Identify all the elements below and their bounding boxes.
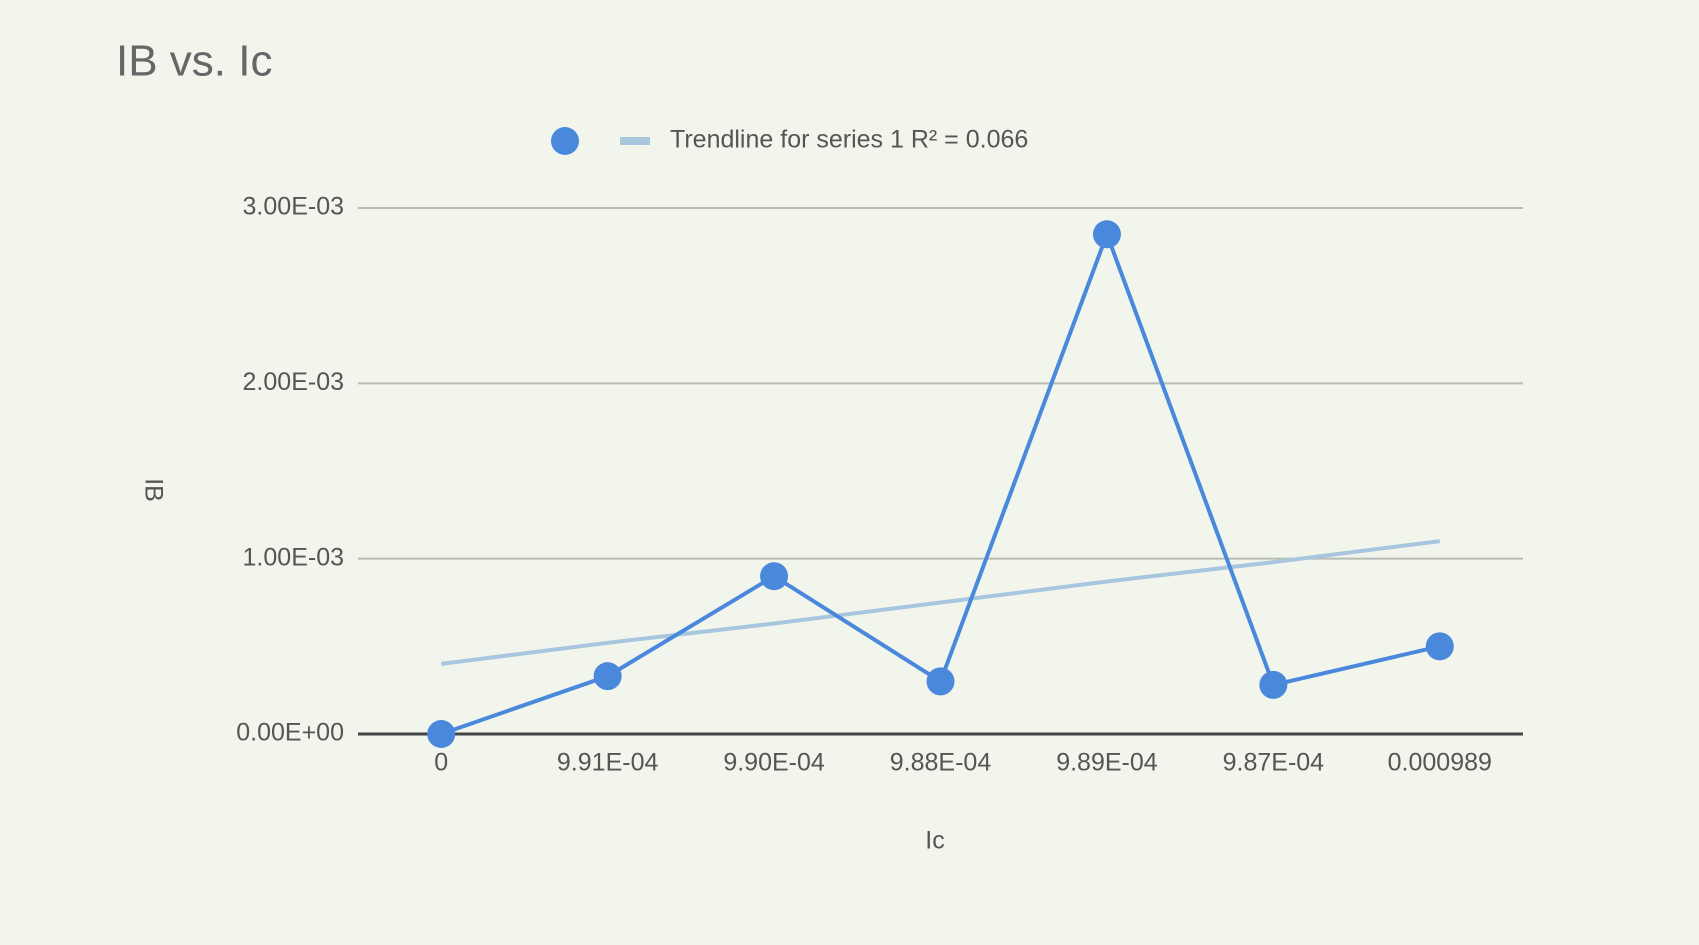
chart-title: IB vs. Ic — [116, 37, 272, 86]
data-point — [1259, 670, 1288, 699]
x-tick-label: 0.000989 — [1388, 749, 1492, 777]
data-point — [926, 667, 955, 696]
x-tick-label: 9.89E-04 — [1056, 749, 1158, 777]
trendline — [440, 539, 1441, 666]
x-tick-label: 0 — [434, 749, 448, 777]
legend-marker — [620, 137, 650, 145]
y-tick-label: 0.00E+00 — [236, 719, 344, 747]
legend: Trendline for series 1 R² = 0.066 — [551, 126, 1028, 155]
data-point — [427, 720, 456, 748]
legend-label: Trendline for series 1 R² = 0.066 — [670, 126, 1028, 154]
data-point — [760, 562, 789, 591]
data-point — [1425, 632, 1454, 661]
x-tick-label: 9.90E-04 — [723, 749, 825, 777]
x-tick-label: 9.91E-04 — [557, 749, 659, 777]
y-tick-label: 2.00E-03 — [243, 368, 344, 396]
legend-marker — [551, 127, 579, 155]
y-axis-label: IB — [139, 478, 167, 502]
y-tick-label: 3.00E-03 — [243, 193, 344, 221]
data-point — [1092, 220, 1121, 249]
y-tick-label: 1.00E-03 — [243, 543, 344, 571]
x-tick-label: 9.87E-04 — [1223, 749, 1325, 777]
x-tick-label: 9.88E-04 — [890, 749, 992, 777]
x-axis-label: Ic — [925, 827, 944, 855]
data-point — [593, 662, 622, 691]
